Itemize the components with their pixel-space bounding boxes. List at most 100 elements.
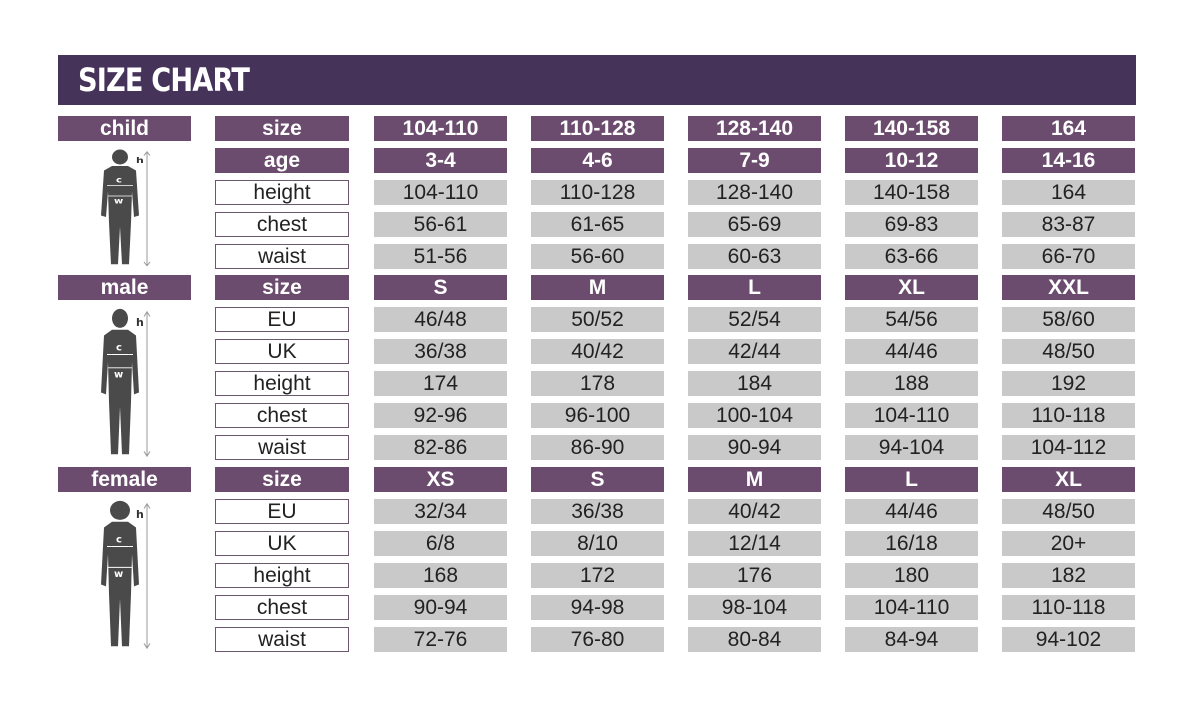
table-cell: 48/50 — [1002, 339, 1135, 364]
table-cell: 110-118 — [1002, 403, 1135, 428]
row-label-waist: waist — [215, 244, 349, 269]
table-cell: 100-104 — [688, 403, 821, 428]
table-cell: 65-69 — [688, 212, 821, 237]
page-title: SIZE CHART — [78, 61, 250, 99]
table-cell: 69-83 — [845, 212, 978, 237]
section-label-child: child — [58, 116, 191, 141]
table-cell: 92-96 — [374, 403, 507, 428]
table-cell: 46/48 — [374, 307, 507, 332]
table-cell: 14-16 — [1002, 148, 1135, 173]
table-cell: 84-94 — [845, 627, 978, 652]
table-cell: 180 — [845, 563, 978, 588]
row-label-height: height — [215, 180, 349, 205]
row-label-size: size — [215, 275, 349, 300]
table-cell: 51-56 — [374, 244, 507, 269]
table-cell: 164 — [1002, 180, 1135, 205]
table-cell: 94-104 — [845, 435, 978, 460]
table-cell: 104-110 — [374, 180, 507, 205]
table-cell: 4-6 — [531, 148, 664, 173]
table-cell: 76-80 — [531, 627, 664, 652]
female-silhouette-icon: h c w — [101, 500, 151, 650]
table-cell: 192 — [1002, 371, 1135, 396]
table-cell: 128-140 — [688, 180, 821, 205]
section-label-female: female — [58, 467, 191, 492]
table-cell: 174 — [374, 371, 507, 396]
table-cell: 94-102 — [1002, 627, 1135, 652]
row-label-height: height — [215, 371, 349, 396]
table-cell: 176 — [688, 563, 821, 588]
table-cell: S — [531, 467, 664, 492]
table-cell: 188 — [845, 371, 978, 396]
table-cell: 110-128 — [531, 180, 664, 205]
svg-text:w: w — [114, 569, 123, 580]
row-label-age: age — [215, 148, 349, 173]
table-cell: L — [688, 275, 821, 300]
table-cell: 63-66 — [845, 244, 978, 269]
row-label-height: height — [215, 563, 349, 588]
section-label-male: male — [58, 275, 191, 300]
table-cell: XL — [1002, 467, 1135, 492]
table-cell: 56-60 — [531, 244, 664, 269]
table-cell: 20+ — [1002, 531, 1135, 556]
table-cell: 110-118 — [1002, 595, 1135, 620]
table-cell: 52/54 — [688, 307, 821, 332]
table-cell: 178 — [531, 371, 664, 396]
row-label-chest: chest — [215, 212, 349, 237]
table-cell: 172 — [531, 563, 664, 588]
table-cell: 104-112 — [1002, 435, 1135, 460]
table-cell: XXL — [1002, 275, 1135, 300]
table-cell: 42/44 — [688, 339, 821, 364]
table-cell: 98-104 — [688, 595, 821, 620]
table-cell: 184 — [688, 371, 821, 396]
table-cell: 90-94 — [688, 435, 821, 460]
row-label-chest: chest — [215, 595, 349, 620]
table-cell: 82-86 — [374, 435, 507, 460]
row-label-size: size — [215, 467, 349, 492]
table-cell: 16/18 — [845, 531, 978, 556]
table-cell: 104-110 — [845, 403, 978, 428]
table-cell: 58/60 — [1002, 307, 1135, 332]
table-cell: L — [845, 467, 978, 492]
row-label-uk: UK — [215, 531, 349, 556]
row-label-eu: EU — [215, 307, 349, 332]
row-label-chest: chest — [215, 403, 349, 428]
table-cell: 50/52 — [531, 307, 664, 332]
table-cell: 54/56 — [845, 307, 978, 332]
row-label-uk: UK — [215, 339, 349, 364]
title-bar: SIZE CHART — [58, 55, 1136, 105]
table-cell: 94-98 — [531, 595, 664, 620]
svg-text:h: h — [136, 156, 144, 165]
svg-text:h: h — [136, 316, 144, 329]
child-silhouette-icon: h c w — [101, 149, 151, 267]
svg-text:c: c — [116, 535, 122, 546]
row-label-eu: EU — [215, 499, 349, 524]
table-cell: XL — [845, 275, 978, 300]
table-cell: 61-65 — [531, 212, 664, 237]
table-cell: S — [374, 275, 507, 300]
table-cell: 96-100 — [531, 403, 664, 428]
row-label-size: size — [215, 116, 349, 141]
table-cell: 66-70 — [1002, 244, 1135, 269]
table-cell: 12/14 — [688, 531, 821, 556]
table-cell: 90-94 — [374, 595, 507, 620]
table-cell: 40/42 — [531, 339, 664, 364]
table-cell: 40/42 — [688, 499, 821, 524]
table-cell: 10-12 — [845, 148, 978, 173]
table-cell: 140-158 — [845, 180, 978, 205]
table-cell: 182 — [1002, 563, 1135, 588]
table-cell: 72-76 — [374, 627, 507, 652]
table-cell: 104-110 — [845, 595, 978, 620]
table-cell: 128-140 — [688, 116, 821, 141]
svg-text:w: w — [114, 198, 123, 206]
svg-text:w: w — [114, 370, 123, 381]
table-cell: 36/38 — [531, 499, 664, 524]
table-cell: 104-110 — [374, 116, 507, 141]
row-label-waist: waist — [215, 627, 349, 652]
table-cell: 8/10 — [531, 531, 664, 556]
table-cell: 3-4 — [374, 148, 507, 173]
table-cell: 7-9 — [688, 148, 821, 173]
svg-text:c: c — [116, 177, 122, 185]
table-cell: 36/38 — [374, 339, 507, 364]
table-cell: 168 — [374, 563, 507, 588]
